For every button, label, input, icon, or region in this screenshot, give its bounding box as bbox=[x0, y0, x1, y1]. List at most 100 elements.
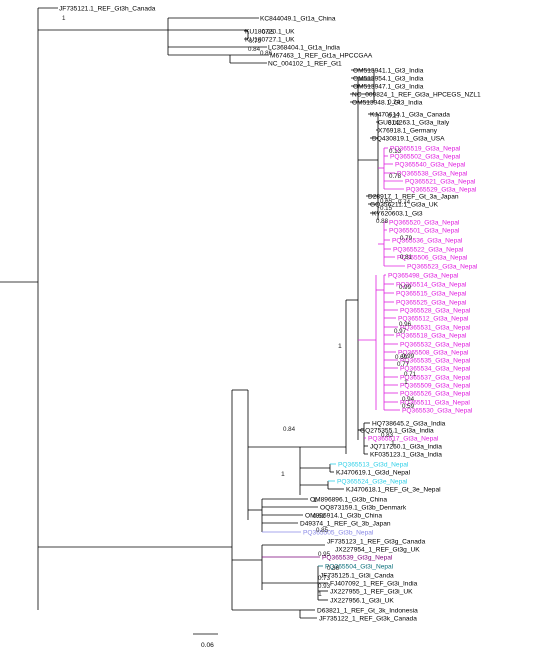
bootstrap-value: 1 bbox=[338, 343, 342, 350]
tip-label: PQ365509_Gt3a_Nepal bbox=[400, 382, 471, 389]
tip-label: OM896914.1_Gt3b_China bbox=[305, 512, 382, 519]
bootstrap-value: 0.81 bbox=[400, 254, 413, 261]
tip-label: PQ365519_Gt3a_Nepal bbox=[390, 145, 461, 152]
bootstrap-value: 0.69 bbox=[395, 354, 408, 361]
tip-label: PQ365518_Gt3a_Nepal bbox=[396, 332, 467, 339]
tip-label: KJ470618.1_REF_Gt_3e_Nepal bbox=[346, 486, 441, 493]
tip-label: D63821_1_REF_Gt_3k_Indonesia bbox=[317, 607, 418, 614]
tip-label: PQ365524_Gt3e_Nepal bbox=[337, 478, 408, 485]
tip-label: PQ365501_Gt3a_Nepal bbox=[389, 227, 460, 234]
bootstrap-value: 0.86 bbox=[260, 50, 273, 57]
bootstrap-value: 0.79 bbox=[249, 38, 262, 45]
tip-label: OM513954.1_Gt3_India bbox=[353, 75, 424, 82]
tip-label: OM513947.1_Gt3_India bbox=[353, 83, 424, 90]
tip-label: JF735125.1_Gt3i_Canda bbox=[320, 572, 394, 579]
bootstrap-value: 0.97 bbox=[394, 328, 407, 335]
tip-label: GQ356211.1_Gt3a_UK bbox=[370, 201, 439, 208]
tip-label: JX227955_1_REF_Gt3i_UK bbox=[330, 588, 413, 595]
bootstrap-value: 1 bbox=[313, 497, 317, 504]
tip-label: PQ365536_Gt3a_Nepal bbox=[392, 237, 463, 244]
tip-label: PQ365517_Gt3a_Nepal bbox=[368, 435, 439, 442]
tip-label: PQ365502_Gt3a_Nepal bbox=[390, 153, 461, 160]
tip-label: GU814263.1_Gt3a_Italy bbox=[378, 119, 450, 126]
tip-label: D28917_1_REF_Gt_3a_Japan bbox=[368, 193, 459, 200]
bootstrap-value: 0.78 bbox=[389, 173, 402, 180]
tip-label: KJ470619.1_Gt3d_Nepal bbox=[336, 469, 411, 476]
tip-label: PQ365526_Gt3a_Nepal bbox=[400, 390, 471, 397]
tip-label: NC_009824_1_REF_Gt3a_HPCEGS_NZL1 bbox=[352, 91, 481, 98]
bootstrap-value: 0.88 bbox=[376, 218, 389, 225]
bootstrap-value: 1 bbox=[404, 379, 408, 386]
tip-label: KU180720.1_UK bbox=[245, 28, 295, 35]
tip-label: PQ365531_Gt3a_Nepal bbox=[400, 324, 471, 331]
bootstrap-value: 0.79 bbox=[400, 235, 413, 242]
bootstrap-value: 0.24 bbox=[388, 99, 401, 106]
tip-label: DQ430819.1_Gt3a_USA bbox=[372, 135, 445, 142]
bootstrap-value: 0.15 bbox=[380, 205, 393, 212]
tip-label: OM513941.1_Gt3_India bbox=[353, 67, 424, 74]
tip-label: PQ365513_Gt3d_Nepal bbox=[338, 461, 409, 468]
bootstrap-value: 0.59 bbox=[402, 403, 415, 410]
bootstrap-value: 0.36 bbox=[327, 565, 340, 572]
bootstrap-value: 0.96 bbox=[399, 321, 412, 328]
bootstrap-value: 0.99 bbox=[399, 284, 412, 291]
tip-labels: JF735121.1_REF_Gt3h_Canada KC844049.1_Gt1… bbox=[59, 5, 481, 622]
bootstrap-value: 1 bbox=[62, 15, 66, 22]
tip-label: D49374_1_REF_Gt_3b_Japan bbox=[300, 520, 391, 527]
tip-label: PQ365525_Gt3a_Nepal bbox=[396, 299, 467, 306]
tip-label: PQ365535_Gt3a_Nepal bbox=[400, 357, 471, 364]
tip-label: KF035123.1_Gt3a_India bbox=[370, 451, 442, 458]
bootstrap-value: 0.71 bbox=[404, 371, 417, 378]
bootstrap-labels: 10.950.790.840.860.240.270.020.130.780.7… bbox=[62, 15, 417, 598]
tip-label: PQ365540_Gt3a_Nepal bbox=[395, 161, 466, 168]
tip-label: PQ365498_Gt3a_Nepal bbox=[388, 272, 459, 279]
bootstrap-value: 0.77 bbox=[397, 361, 410, 368]
scale-bar-label: 0.06 bbox=[201, 642, 214, 649]
tree-branches bbox=[0, 7, 405, 619]
bootstrap-value: 0.62 bbox=[313, 513, 326, 520]
tip-label: PQ365534_Gt3a_Nepal bbox=[400, 365, 471, 372]
tip-label: KJ470614.1_Gt3a_Canada bbox=[370, 111, 450, 118]
tip-label: PQ365511_Gt3a_Nepal bbox=[400, 399, 470, 406]
tip-label: PQ365530_Gt3a_Nepal bbox=[402, 407, 473, 414]
bootstrap-value: 0.84 bbox=[283, 426, 296, 433]
tip-label: PQ365522_Gt3a_Nepal bbox=[393, 246, 464, 253]
tip-label: X76918.1_Germany bbox=[378, 127, 438, 134]
bootstrap-value: 0.93 bbox=[318, 583, 331, 590]
tip-label: PQ365508_Gt3a_Nepal bbox=[398, 349, 469, 356]
tip-label: PQ365520_Gt3a_Nepal bbox=[389, 219, 460, 226]
tip-label: KY620603.1_Gt3 bbox=[372, 210, 423, 217]
tip-label: HQ738645.2_Gt3a_India bbox=[372, 420, 446, 427]
tip-label: PQ365504_Gt3i_Nepal bbox=[325, 563, 394, 570]
tip-label: NC_004102_1_REF_Gt1 bbox=[268, 60, 342, 67]
bootstrap-value: 0.65 bbox=[380, 198, 393, 205]
tip-label: LC368404.1_Gt1a_India bbox=[268, 44, 340, 51]
bootstrap-value: 0.84 bbox=[248, 46, 261, 53]
tip-label: JX227954_1_REF_Gt3g_UK bbox=[335, 546, 420, 553]
bootstrap-value: 1 bbox=[391, 440, 395, 447]
bootstrap-value: 0.73 bbox=[318, 575, 331, 582]
tip-label: KC844049.1_Gt1a_China bbox=[260, 15, 336, 22]
tip-label: PQ365528_Gt3a_Nepal bbox=[400, 307, 471, 314]
tip-label: PQ365523_Gt3a_Nepal bbox=[407, 263, 478, 270]
scale-bar: 0.06 bbox=[193, 633, 218, 649]
tip-label: PQ365512_Gt3a_Nepal bbox=[398, 315, 469, 322]
tip-label: PQ365514_Gt3a_Nepal bbox=[396, 281, 467, 288]
bootstrap-value: 0.95 bbox=[262, 29, 275, 36]
bootstrap-value: 1 bbox=[281, 471, 285, 478]
tip-label: OM896896.1_Gt3b_China bbox=[310, 496, 387, 503]
tip-label: PQ365506_Gt3a_Nepal bbox=[397, 254, 468, 261]
tip-label: JF735123_1_REF_Gt3g_Canada bbox=[327, 538, 426, 545]
tip-label: JQ717260.1_Gt3a_India bbox=[370, 443, 442, 450]
bootstrap-value: 0.83 bbox=[381, 432, 394, 439]
bootstrap-value: 0.02 bbox=[388, 120, 401, 127]
bootstrap-value: 0.27 bbox=[388, 113, 401, 120]
tip-label: JX227956.1_Gt3i_UK bbox=[330, 597, 394, 604]
tip-label: PQ365532_Gt3a_Nepal bbox=[400, 341, 471, 348]
tip-label: M67463_1_REF_Gt1a_HPCCGAA bbox=[270, 52, 373, 59]
tip-label: PQ365537_Gt3a_Nepal bbox=[400, 374, 471, 381]
tip-label: FJ407092_1_REF_Gt3i_India bbox=[330, 580, 418, 587]
tip-label: GQ275355.1_Gt3a_India bbox=[360, 427, 434, 434]
tip-label: JF735122_1_REF_Gt3k_Canada bbox=[319, 615, 417, 622]
